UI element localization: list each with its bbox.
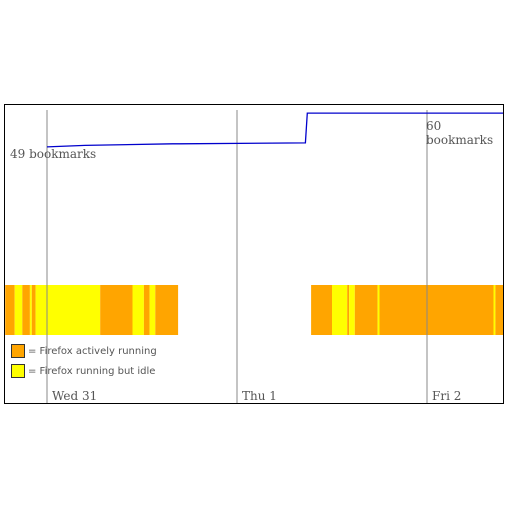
activity-segment-active	[354, 285, 378, 335]
day-label-fri: Fri 2	[432, 389, 462, 403]
timeline-chart	[5, 110, 503, 403]
activity-segment-idle	[149, 285, 156, 335]
activity-segment-idle	[35, 285, 101, 335]
legend-item-active: = Firefox actively running	[11, 341, 157, 361]
activity-segment-idle	[377, 285, 380, 335]
activity-segment-active	[143, 285, 150, 335]
activity-segment-idle	[29, 285, 32, 335]
timeline-panel: 49 bookmarks 60 bookmarks = Firefox acti…	[4, 104, 504, 404]
legend: = Firefox actively running = Firefox run…	[11, 341, 157, 381]
activity-segment-active	[347, 285, 350, 335]
activity-segment-idle	[493, 285, 496, 335]
activity-segment-active	[31, 285, 36, 335]
activity-segment-active	[22, 285, 30, 335]
day-label-wed: Wed 31	[52, 389, 98, 403]
legend-label-idle: = Firefox running but idle	[28, 365, 156, 377]
activity-segment-active	[155, 285, 179, 335]
activity-segment-idle	[332, 285, 348, 335]
activity-segment-active	[5, 285, 15, 335]
activity-segment-active	[311, 285, 332, 335]
day-label-thu: Thu 1	[242, 389, 277, 403]
legend-swatch-idle	[11, 364, 25, 378]
activity-segment-active	[495, 285, 503, 335]
bookmark-end-label: 60 bookmarks	[426, 119, 494, 147]
legend-swatch-active	[11, 344, 25, 358]
activity-segment-active	[100, 285, 133, 335]
bookmark-count-line	[46, 112, 503, 148]
activity-segment-idle	[132, 285, 144, 335]
activity-segment-idle	[349, 285, 355, 335]
legend-label-active: = Firefox actively running	[28, 345, 157, 357]
bookmark-start-label: 49 bookmarks	[10, 147, 97, 161]
activity-segment-active	[379, 285, 494, 335]
legend-item-idle: = Firefox running but idle	[11, 361, 157, 381]
activity-segment-idle	[14, 285, 23, 335]
